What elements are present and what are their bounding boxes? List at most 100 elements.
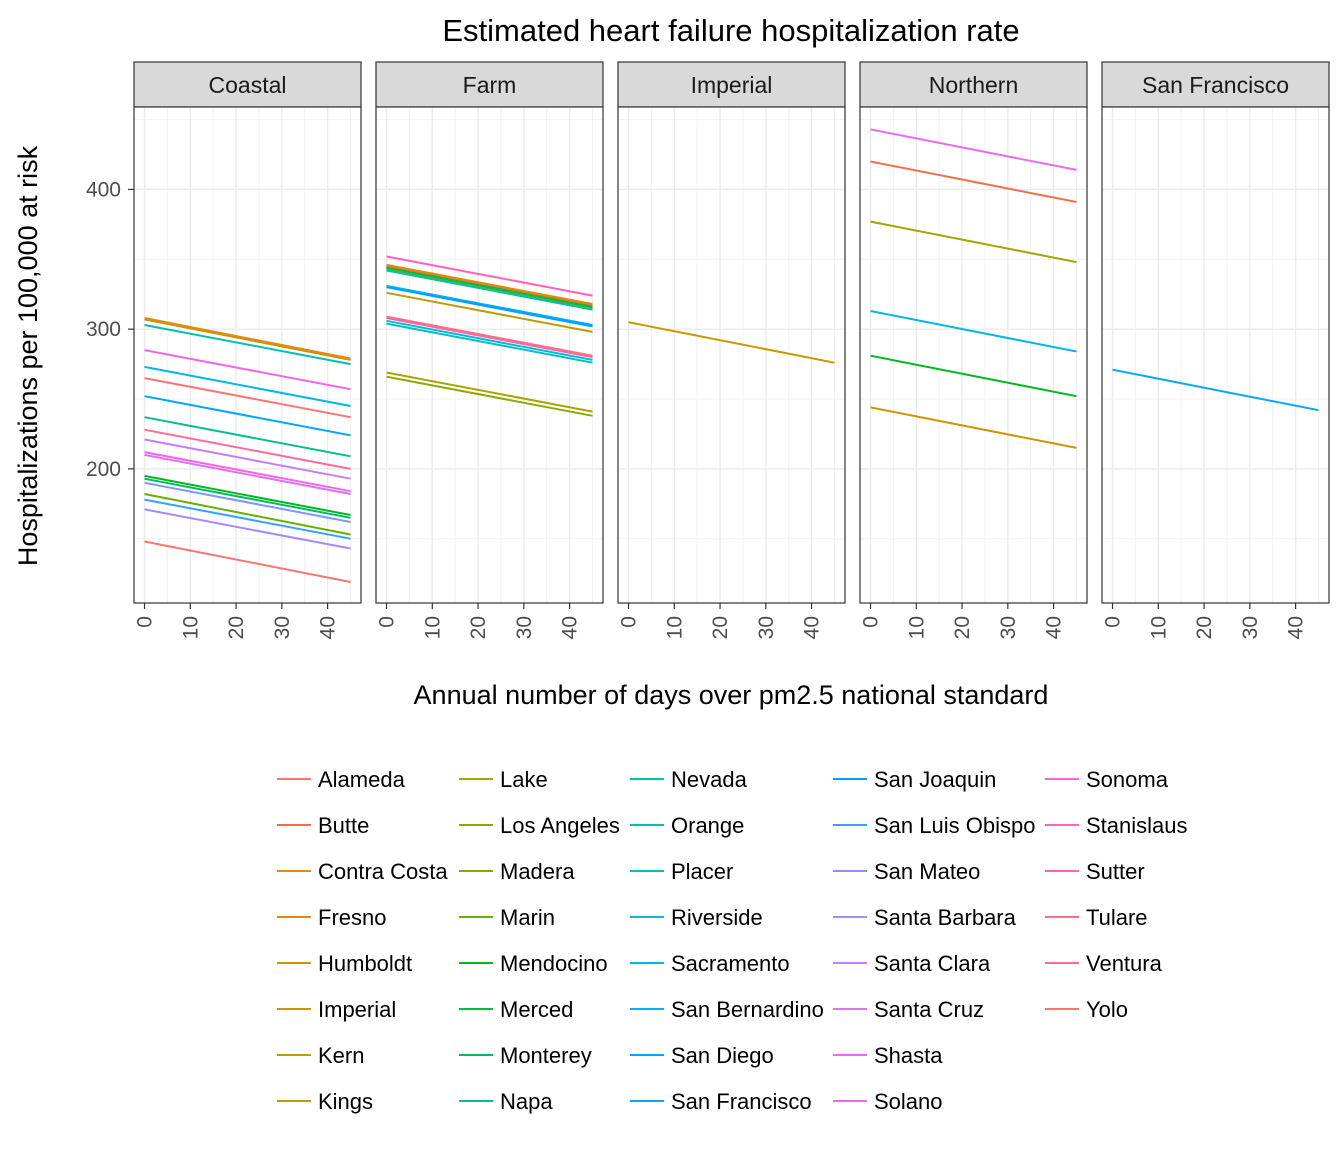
series-line-humboldt xyxy=(870,406,1077,449)
x-tick-label: 30 xyxy=(755,616,778,639)
facet-panel-imperial: Imperial 0 10 20 30 40 xyxy=(617,61,846,639)
legend-label: Lake xyxy=(500,767,548,792)
x-tick-label: 10 xyxy=(179,616,202,639)
series-line-santa-cruz xyxy=(144,453,351,495)
x-tick-label: 30 xyxy=(271,616,294,639)
series-line-santa-barbara xyxy=(144,508,351,550)
panel-border xyxy=(375,106,604,604)
legend-item: Madera xyxy=(459,859,575,884)
facet-panel-northern: Northern 0 10 20 30 40 xyxy=(859,61,1088,639)
series-line-tulare xyxy=(386,315,593,357)
x-tick-label: 20 xyxy=(951,616,974,639)
series-line-kings xyxy=(386,371,593,413)
facet-strip-label: Northern xyxy=(929,72,1018,98)
series-line-placer xyxy=(386,322,593,364)
series-line-butte xyxy=(870,160,1077,203)
legend-label: Tulare xyxy=(1086,905,1148,930)
facet-strip-label: Farm xyxy=(463,72,517,98)
legend-item: Los Angeles xyxy=(459,813,620,838)
legend-label: Nevada xyxy=(671,767,748,792)
legend-label: San Mateo xyxy=(874,859,980,884)
legend-item: Riverside xyxy=(630,905,763,930)
x-axis: 0 10 20 30 40 xyxy=(134,603,340,639)
legend-item: Yolo xyxy=(1045,997,1128,1022)
legend-label: San Joaquin xyxy=(874,767,996,792)
series-line-nevada xyxy=(386,269,593,311)
legend-label: Kings xyxy=(318,1089,373,1114)
legend-label: Santa Cruz xyxy=(874,997,984,1022)
gridlines xyxy=(618,107,845,603)
legend-label: Yolo xyxy=(1086,997,1128,1022)
facet-strip xyxy=(617,61,846,108)
x-tick-label: 20 xyxy=(709,616,732,639)
series-line-sutter xyxy=(386,317,593,359)
series-lines xyxy=(386,255,593,417)
series-line-san-diego xyxy=(144,395,351,437)
facet-strip-label: San Francisco xyxy=(1142,72,1289,98)
legend-label: Butte xyxy=(318,813,369,838)
legend-item: San Luis Obispo xyxy=(833,813,1035,838)
facet-strip xyxy=(133,61,362,108)
legend-item: Placer xyxy=(630,859,733,884)
series-line-yolo xyxy=(144,540,351,583)
panel-border xyxy=(617,106,846,604)
legend-label: San Diego xyxy=(671,1043,774,1068)
panel-border xyxy=(1101,106,1330,604)
legend-label: Napa xyxy=(500,1089,553,1114)
legend-item: San Francisco xyxy=(630,1089,812,1114)
series-line-humboldt xyxy=(144,318,351,361)
series-lines xyxy=(628,321,835,364)
legend-label: Merced xyxy=(500,997,573,1022)
series-line-mendocino xyxy=(144,474,351,516)
x-tick-label: 10 xyxy=(663,616,686,639)
legend-item: Santa Barbara xyxy=(833,905,1017,930)
legend-item: Marin xyxy=(459,905,555,930)
legend-item: Mendocino xyxy=(459,951,608,976)
series-line-sacramento xyxy=(144,365,351,407)
series-line-solano xyxy=(144,349,351,391)
series-line-contra-costa xyxy=(144,317,351,360)
y-axis: 200 300 400 xyxy=(86,178,134,481)
legend-label: Los Angeles xyxy=(500,813,620,838)
legend-item: Stanislaus xyxy=(1045,813,1188,838)
legend-label: Ventura xyxy=(1086,951,1163,976)
legend-label: Fresno xyxy=(318,905,386,930)
legend-label: Stanislaus xyxy=(1086,813,1188,838)
legend-item: Contra Costa xyxy=(277,859,448,884)
panel-border xyxy=(859,106,1088,604)
series-line-san-bernardino xyxy=(386,284,593,326)
facet-panels: Coastal 0 10 20 30 40 Farm 0 10 20 30 40 Imperial 0 10… xyxy=(133,61,1330,639)
series-lines xyxy=(1112,368,1319,412)
legend-item: Solano xyxy=(833,1089,943,1114)
legend-label: Humboldt xyxy=(318,951,412,976)
legend-item: Alameda xyxy=(277,767,406,792)
facet-strip-label: Coastal xyxy=(209,72,287,98)
series-line-marin xyxy=(144,493,351,536)
series-line-stanislaus xyxy=(386,255,593,297)
series-lines xyxy=(144,317,351,583)
x-axis-title: Annual number of days over pm2.5 nationa… xyxy=(414,680,1049,710)
facet-panel-san-francisco: San Francisco 0 10 20 30 40 xyxy=(1101,61,1330,639)
legend-item: Sacramento xyxy=(630,951,790,976)
legend-label: San Luis Obispo xyxy=(874,813,1035,838)
x-tick-label: 0 xyxy=(618,616,641,628)
x-tick-label: 40 xyxy=(559,616,582,639)
legend-item: Tulare xyxy=(1045,905,1148,930)
legend-item: Orange xyxy=(630,813,744,838)
legend-item: Humboldt xyxy=(277,951,412,976)
series-line-mendocino xyxy=(870,354,1077,398)
x-tick-label: 30 xyxy=(513,616,536,639)
series-line-san-francisco xyxy=(1112,368,1319,412)
x-tick-label: 0 xyxy=(1102,616,1125,628)
x-tick-label: 40 xyxy=(1043,616,1066,639)
series-line-sacramento xyxy=(870,310,1077,353)
legend-item: Shasta xyxy=(833,1043,943,1068)
facet-strip-label: Imperial xyxy=(691,72,773,98)
legend-item: Merced xyxy=(459,997,573,1022)
legend-item: Fresno xyxy=(277,905,386,930)
series-line-shasta xyxy=(870,128,1077,171)
legend-item: Nevada xyxy=(630,767,748,792)
legend-label: Contra Costa xyxy=(318,859,448,884)
x-tick-label: 20 xyxy=(225,616,248,639)
